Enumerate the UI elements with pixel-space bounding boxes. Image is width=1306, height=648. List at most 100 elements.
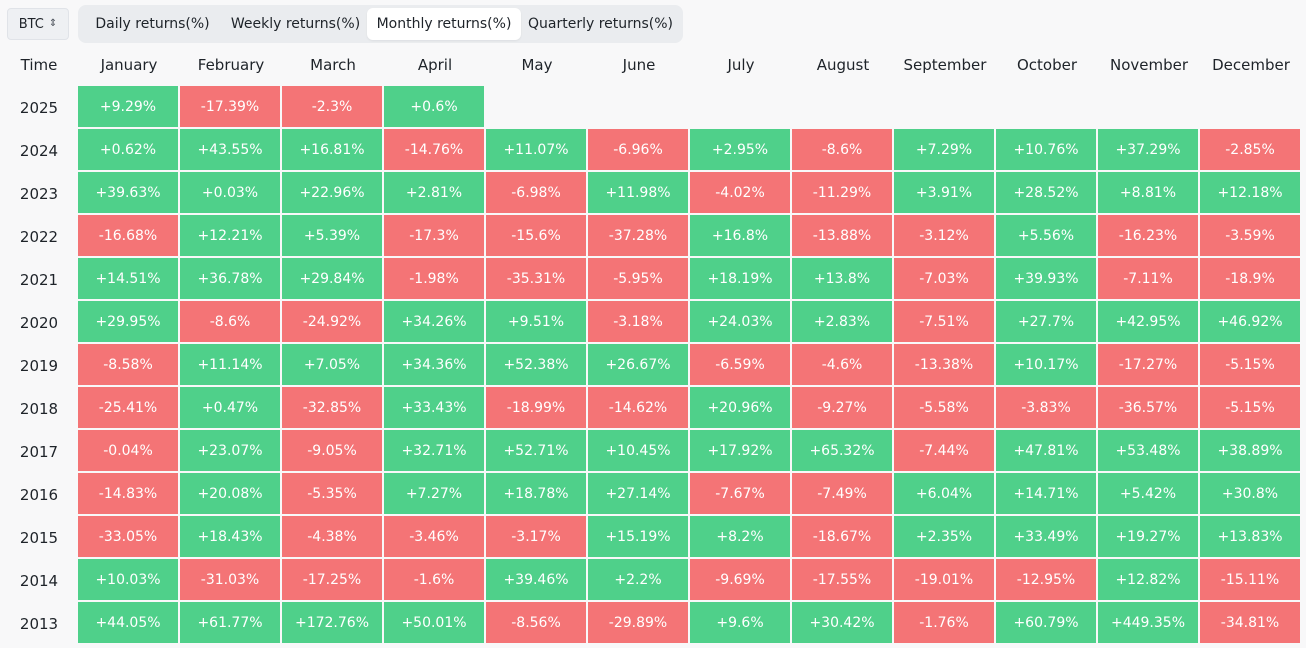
return-cell[interactable]: -3.18% (588, 301, 690, 344)
return-cell[interactable]: -12.95% (996, 559, 1098, 602)
tab-weekly-returns[interactable]: Weekly returns(%) (230, 16, 361, 32)
return-cell[interactable]: -24.92% (282, 301, 384, 344)
return-cell[interactable]: -1.98% (384, 258, 486, 301)
return-cell[interactable]: +2.95% (690, 129, 792, 172)
return-cell[interactable]: +11.07% (486, 129, 588, 172)
return-cell[interactable]: +39.63% (78, 172, 180, 215)
return-cell[interactable]: +9.6% (690, 602, 792, 645)
return-cell[interactable]: -37.28% (588, 215, 690, 258)
return-cell[interactable]: +10.17% (996, 344, 1098, 387)
return-cell[interactable]: +2.81% (384, 172, 486, 215)
return-cell[interactable]: +8.2% (690, 516, 792, 559)
return-cell[interactable]: -8.6% (792, 129, 894, 172)
return-cell[interactable]: -34.81% (1200, 602, 1302, 645)
return-cell[interactable]: +24.03% (690, 301, 792, 344)
return-cell[interactable]: -16.23% (1098, 215, 1200, 258)
return-cell[interactable]: -9.27% (792, 387, 894, 430)
return-cell[interactable]: +30.8% (1200, 473, 1302, 516)
return-cell[interactable]: +19.27% (1098, 516, 1200, 559)
return-cell[interactable]: -18.99% (486, 387, 588, 430)
return-cell[interactable]: +11.98% (588, 172, 690, 215)
return-cell[interactable]: -19.01% (894, 559, 996, 602)
return-cell[interactable]: +11.14% (180, 344, 282, 387)
return-cell[interactable]: -9.69% (690, 559, 792, 602)
return-cell[interactable]: +44.05% (78, 602, 180, 645)
return-cell[interactable]: -3.12% (894, 215, 996, 258)
return-cell[interactable]: -7.49% (792, 473, 894, 516)
return-cell[interactable]: +34.26% (384, 301, 486, 344)
return-cell[interactable]: -14.83% (78, 473, 180, 516)
return-cell[interactable]: -8.6% (180, 301, 282, 344)
return-cell[interactable]: -7.44% (894, 430, 996, 473)
return-cell[interactable]: +14.71% (996, 473, 1098, 516)
return-cell[interactable]: +10.45% (588, 430, 690, 473)
return-cell[interactable]: -6.96% (588, 129, 690, 172)
return-cell[interactable]: +37.29% (1098, 129, 1200, 172)
return-cell[interactable]: -17.25% (282, 559, 384, 602)
return-cell[interactable]: +18.78% (486, 473, 588, 516)
return-cell[interactable]: -1.6% (384, 559, 486, 602)
return-cell[interactable]: +47.81% (996, 430, 1098, 473)
return-cell[interactable]: -17.3% (384, 215, 486, 258)
return-cell[interactable]: +5.56% (996, 215, 1098, 258)
return-cell[interactable]: +61.77% (180, 602, 282, 645)
return-cell[interactable]: +20.96% (690, 387, 792, 430)
return-cell[interactable]: -3.17% (486, 516, 588, 559)
return-cell[interactable]: +26.67% (588, 344, 690, 387)
return-cell[interactable]: +29.84% (282, 258, 384, 301)
return-cell[interactable]: -7.67% (690, 473, 792, 516)
return-cell[interactable]: -36.57% (1098, 387, 1200, 430)
return-cell[interactable]: -6.98% (486, 172, 588, 215)
return-cell[interactable]: -1.76% (894, 602, 996, 645)
return-cell[interactable]: -25.41% (78, 387, 180, 430)
return-cell[interactable]: -31.03% (180, 559, 282, 602)
return-cell[interactable]: -14.62% (588, 387, 690, 430)
tab-daily-returns[interactable]: Daily returns(%) (95, 16, 210, 32)
return-cell[interactable]: +0.03% (180, 172, 282, 215)
return-cell[interactable]: -5.15% (1200, 387, 1302, 430)
return-cell[interactable]: -18.9% (1200, 258, 1302, 301)
return-cell[interactable]: -5.95% (588, 258, 690, 301)
return-cell[interactable]: +12.21% (180, 215, 282, 258)
return-cell[interactable]: +9.51% (486, 301, 588, 344)
return-cell[interactable]: +17.92% (690, 430, 792, 473)
return-cell[interactable]: -4.6% (792, 344, 894, 387)
return-cell[interactable]: +28.52% (996, 172, 1098, 215)
return-cell[interactable]: +27.7% (996, 301, 1098, 344)
return-cell[interactable]: -3.46% (384, 516, 486, 559)
return-cell[interactable]: +0.62% (78, 129, 180, 172)
return-cell[interactable]: +46.92% (1200, 301, 1302, 344)
return-cell[interactable]: +23.07% (180, 430, 282, 473)
return-cell[interactable]: -8.58% (78, 344, 180, 387)
return-cell[interactable]: +33.43% (384, 387, 486, 430)
return-cell[interactable]: -7.51% (894, 301, 996, 344)
return-cell[interactable]: +52.71% (486, 430, 588, 473)
return-cell[interactable]: -5.15% (1200, 344, 1302, 387)
return-cell[interactable]: -15.6% (486, 215, 588, 258)
return-cell[interactable]: +33.49% (996, 516, 1098, 559)
return-cell[interactable]: +6.04% (894, 473, 996, 516)
return-cell[interactable]: +14.51% (78, 258, 180, 301)
return-cell[interactable]: -18.67% (792, 516, 894, 559)
return-cell[interactable]: -13.38% (894, 344, 996, 387)
return-cell[interactable]: -29.89% (588, 602, 690, 645)
return-cell[interactable]: -6.59% (690, 344, 792, 387)
asset-selector[interactable]: BTC ⇕ (7, 8, 69, 40)
return-cell[interactable]: -4.38% (282, 516, 384, 559)
return-cell[interactable]: -16.68% (78, 215, 180, 258)
return-cell[interactable]: +449.35% (1098, 602, 1200, 645)
return-cell[interactable]: +0.47% (180, 387, 282, 430)
return-cell[interactable]: +32.71% (384, 430, 486, 473)
return-cell[interactable]: -3.83% (996, 387, 1098, 430)
tab-monthly-returns[interactable]: Monthly returns(%) (367, 8, 521, 40)
return-cell[interactable]: -7.03% (894, 258, 996, 301)
return-cell[interactable]: -5.35% (282, 473, 384, 516)
return-cell[interactable]: +8.81% (1098, 172, 1200, 215)
return-cell[interactable]: +0.6% (384, 86, 486, 129)
return-cell[interactable]: -11.29% (792, 172, 894, 215)
return-cell[interactable]: +2.83% (792, 301, 894, 344)
return-cell[interactable]: +16.81% (282, 129, 384, 172)
return-cell[interactable]: +65.32% (792, 430, 894, 473)
return-cell[interactable]: +20.08% (180, 473, 282, 516)
return-cell[interactable]: +43.55% (180, 129, 282, 172)
